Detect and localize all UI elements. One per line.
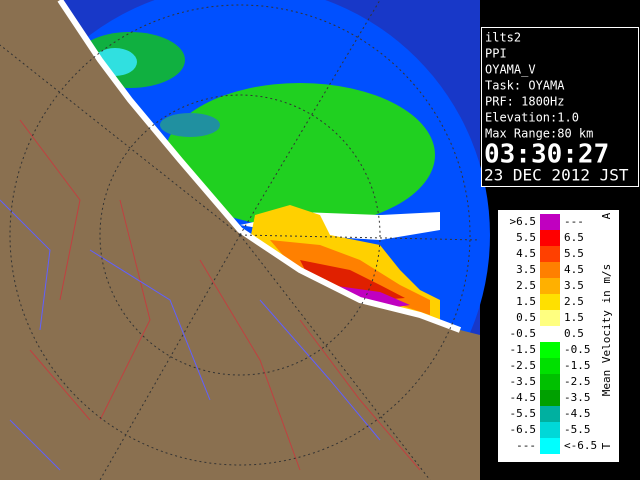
- legend-swatch: [540, 262, 560, 278]
- legend-swatch: [540, 246, 560, 262]
- legend-right-label: ---: [564, 215, 584, 228]
- info-line: Elevation:1.0: [485, 111, 579, 125]
- info-date: 23 DEC 2012 JST: [484, 166, 629, 185]
- legend-left-label: -3.5: [510, 375, 537, 388]
- land: [0, 0, 480, 480]
- legend-swatch: [540, 406, 560, 422]
- legend-left-label: 0.5: [516, 311, 536, 324]
- legend-right-label: 6.5: [564, 231, 584, 244]
- legend-swatch: [540, 278, 560, 294]
- range-ring: [9, 4, 471, 466]
- legend-left-label: 4.5: [516, 247, 536, 260]
- info-line: PPI: [485, 47, 507, 61]
- legend: >6.5 --- 5.5 6.5 4.5 5.5 3.5 4.5 2.5 3.5 1.5 2.5 0.5…: [510, 214, 597, 454]
- legend-swatch: [540, 438, 560, 454]
- legend-right-label: 3.5: [564, 279, 584, 292]
- legend-swatch: [540, 342, 560, 358]
- legend-right-label: 5.5: [564, 247, 584, 260]
- legend-swatch: [540, 214, 560, 230]
- info-line: OYAMA_V: [485, 63, 536, 77]
- legend-left-label: 5.5: [516, 231, 536, 244]
- legend-swatch: [540, 294, 560, 310]
- legend-right-label: -2.5: [564, 375, 591, 388]
- legend-left-label: ---: [516, 439, 536, 452]
- echo-red: [300, 260, 405, 300]
- legend-left-label: -5.5: [510, 407, 537, 420]
- info-line: Task: OYAMA: [485, 79, 565, 93]
- legend-right-label: <-6.5: [564, 439, 597, 452]
- info-box: [481, 27, 639, 187]
- legend-right-label: 0.5: [564, 327, 584, 340]
- echo-teal: [160, 113, 220, 137]
- legend-right-label: -0.5: [564, 343, 591, 356]
- legend-swatch: [540, 310, 560, 326]
- legend-left-label: 1.5: [516, 295, 536, 308]
- info-panel: ilts2 PPI OYAMA_V Task: OYAMA PRF: 1800Hz Ele…: [484, 31, 629, 185]
- legend-right-label: -1.5: [564, 359, 591, 372]
- legend-left-label: -4.5: [510, 391, 537, 404]
- legend-swatch: [540, 230, 560, 246]
- info-line: Max Range:80 km: [485, 127, 593, 141]
- legend-left-label: >6.5: [510, 215, 537, 228]
- legend-title: Mean Velocity in m/s: [600, 264, 613, 396]
- legend-right-label: 2.5: [564, 295, 584, 308]
- legend-left-label: -2.5: [510, 359, 537, 372]
- legend-right-label: 1.5: [564, 311, 584, 324]
- legend-left-label: 2.5: [516, 279, 536, 292]
- legend-swatch: [540, 358, 560, 374]
- info-time: 03:30:27: [484, 140, 609, 170]
- legend-left-label: -1.5: [510, 343, 537, 356]
- legend-right-label: -5.5: [564, 423, 591, 436]
- radar-map: [0, 0, 490, 480]
- legend-left-label: -6.5: [510, 423, 537, 436]
- range-ring: [99, 94, 381, 376]
- info-line: PRF: 1800Hz: [485, 95, 564, 109]
- echo-magenta: [330, 285, 410, 308]
- info-line: ilts2: [485, 31, 521, 45]
- legend-left-label: 3.5: [516, 263, 536, 276]
- legend-swatch: [540, 326, 560, 342]
- legend-left-label: -0.5: [510, 327, 537, 340]
- legend-top: A: [600, 212, 613, 219]
- roads: [19, 119, 421, 471]
- legend-bottom: T: [600, 442, 613, 449]
- legend-swatch: [540, 374, 560, 390]
- legend-right-label: 4.5: [564, 263, 584, 276]
- legend-swatch: [540, 422, 560, 438]
- legend-swatch: [540, 390, 560, 406]
- echo-green: [165, 83, 435, 227]
- coast-echo: [57, 0, 462, 333]
- legend-right-label: -3.5: [564, 391, 591, 404]
- legend-right-label: -4.5: [564, 407, 591, 420]
- rivers: [0, 199, 381, 471]
- azimuth-lines: [0, 0, 481, 480]
